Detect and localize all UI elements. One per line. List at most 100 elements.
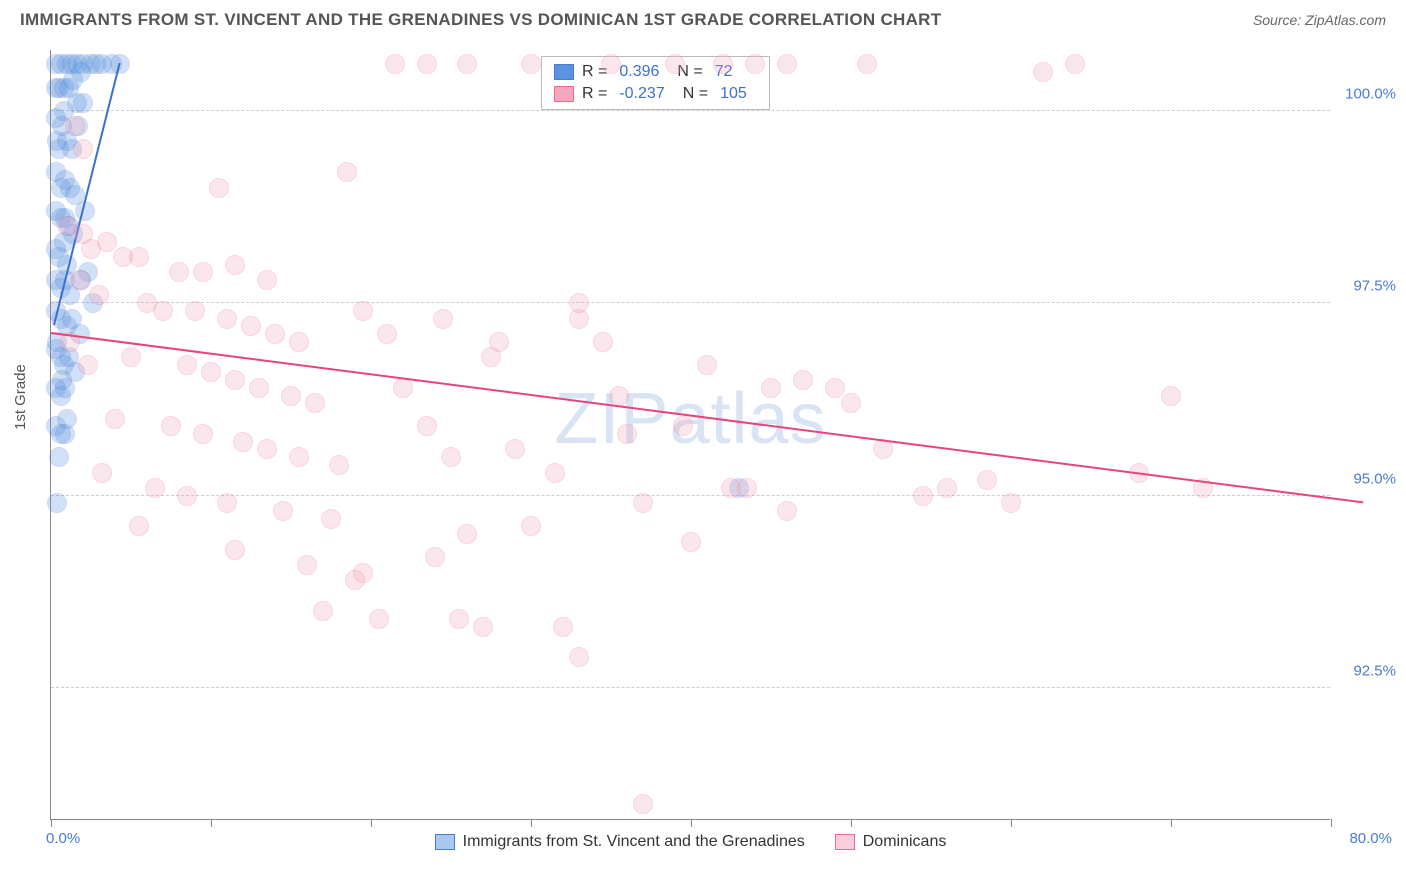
- scatter-point: [1065, 54, 1085, 74]
- scatter-point: [505, 439, 525, 459]
- scatter-point: [73, 93, 93, 113]
- scatter-point: [521, 516, 541, 536]
- scatter-point: [129, 516, 149, 536]
- scatter-point: [193, 424, 213, 444]
- swatch-series-1: [554, 64, 574, 80]
- r-value-1: 0.396: [619, 61, 659, 83]
- x-tick: [211, 819, 212, 827]
- scatter-point: [305, 393, 325, 413]
- x-tick: [1331, 819, 1332, 827]
- scatter-point: [257, 270, 277, 290]
- scatter-point: [841, 393, 861, 413]
- x-tick-max: 80.0%: [1349, 830, 1392, 847]
- scatter-point: [777, 501, 797, 521]
- y-tick-label: 100.0%: [1345, 85, 1396, 102]
- scatter-point: [225, 255, 245, 275]
- scatter-point: [233, 432, 253, 452]
- scatter-point: [593, 332, 613, 352]
- legend-label-1: Immigrants from St. Vincent and the Gren…: [463, 833, 805, 851]
- gridline-h: [51, 302, 1330, 303]
- scatter-point: [369, 609, 389, 629]
- scatter-point: [57, 409, 77, 429]
- x-tick: [1011, 819, 1012, 827]
- scatter-point: [433, 309, 453, 329]
- scatter-point: [225, 540, 245, 560]
- scatter-point: [281, 386, 301, 406]
- scatter-point: [553, 617, 573, 637]
- scatter-point: [185, 301, 205, 321]
- scatter-point: [977, 470, 997, 490]
- scatter-point: [161, 416, 181, 436]
- scatter-point: [569, 647, 589, 667]
- y-axis-label: 1st Grade: [12, 364, 29, 430]
- scatter-point: [857, 54, 877, 74]
- scatter-point: [329, 455, 349, 475]
- scatter-point: [385, 54, 405, 74]
- scatter-point: [92, 463, 112, 483]
- scatter-point: [457, 54, 477, 74]
- scatter-point: [78, 355, 98, 375]
- scatter-point: [73, 139, 93, 159]
- scatter-point: [1161, 386, 1181, 406]
- scatter-point: [545, 463, 565, 483]
- scatter-point: [257, 439, 277, 459]
- scatter-point: [937, 478, 957, 498]
- y-tick-label: 97.5%: [1353, 278, 1396, 295]
- scatter-point: [70, 270, 90, 290]
- x-tick: [51, 819, 52, 827]
- n-label: N =: [683, 83, 708, 105]
- scatter-point: [745, 54, 765, 74]
- scatter-point: [449, 609, 469, 629]
- scatter-point: [321, 509, 341, 529]
- scatter-point: [145, 478, 165, 498]
- scatter-point: [105, 409, 125, 429]
- scatter-point: [1001, 493, 1021, 513]
- scatter-point: [601, 54, 621, 74]
- gridline-h: [51, 687, 1330, 688]
- scatter-point: [737, 478, 757, 498]
- scatter-point: [177, 486, 197, 506]
- scatter-point: [697, 355, 717, 375]
- scatter-point: [71, 62, 91, 82]
- scatter-point: [297, 555, 317, 575]
- stats-legend: R = 0.396 N = 72 R = -0.237 N = 105: [541, 56, 770, 110]
- scatter-point: [417, 416, 437, 436]
- scatter-point: [913, 486, 933, 506]
- gridline-h: [51, 110, 1330, 111]
- watermark-light: atlas: [669, 379, 826, 459]
- scatter-point: [129, 247, 149, 267]
- scatter-point: [777, 54, 797, 74]
- legend-swatch-1: [435, 834, 455, 850]
- scatter-point: [665, 54, 685, 74]
- stats-row-series-2: R = -0.237 N = 105: [554, 83, 757, 105]
- scatter-point: [217, 493, 237, 513]
- scatter-point: [617, 424, 637, 444]
- scatter-point: [345, 570, 365, 590]
- scatter-point: [273, 501, 293, 521]
- scatter-point: [761, 378, 781, 398]
- r-label: R =: [582, 83, 607, 105]
- x-tick: [851, 819, 852, 827]
- n-value-2: 105: [720, 83, 747, 105]
- scatter-point: [49, 139, 69, 159]
- scatter-point: [193, 262, 213, 282]
- scatter-point: [673, 416, 693, 436]
- scatter-point: [825, 378, 845, 398]
- scatter-point: [241, 316, 261, 336]
- scatter-point: [425, 547, 445, 567]
- scatter-point: [121, 347, 141, 367]
- scatter-point: [1033, 62, 1053, 82]
- scatter-point: [609, 386, 629, 406]
- scatter-point: [457, 524, 477, 544]
- scatter-point: [289, 447, 309, 467]
- scatter-point: [569, 293, 589, 313]
- scatter-point: [89, 285, 109, 305]
- scatter-point: [633, 794, 653, 814]
- scatter-point: [209, 178, 229, 198]
- scatter-point: [473, 617, 493, 637]
- scatter-chart: ZIPatlas R = 0.396 N = 72 R = -0.237 N =…: [50, 50, 1330, 820]
- r-value-2: -0.237: [619, 83, 664, 105]
- legend-item-1: Immigrants from St. Vincent and the Gren…: [435, 833, 805, 851]
- scatter-point: [177, 355, 197, 375]
- y-tick-label: 95.0%: [1353, 470, 1396, 487]
